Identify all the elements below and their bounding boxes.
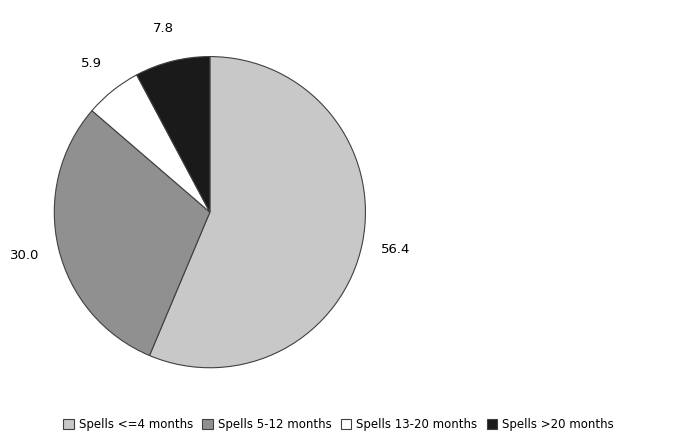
Legend: Spells <=4 months, Spells 5-12 months, Spells 13-20 months, Spells >20 months: Spells <=4 months, Spells 5-12 months, S… <box>58 414 619 436</box>
Wedge shape <box>137 57 210 212</box>
Wedge shape <box>54 110 210 355</box>
Text: 7.8: 7.8 <box>154 22 175 34</box>
Wedge shape <box>92 75 210 212</box>
Text: 5.9: 5.9 <box>81 57 102 70</box>
Wedge shape <box>150 57 366 368</box>
Text: 30.0: 30.0 <box>10 249 40 262</box>
Text: 56.4: 56.4 <box>381 243 411 256</box>
